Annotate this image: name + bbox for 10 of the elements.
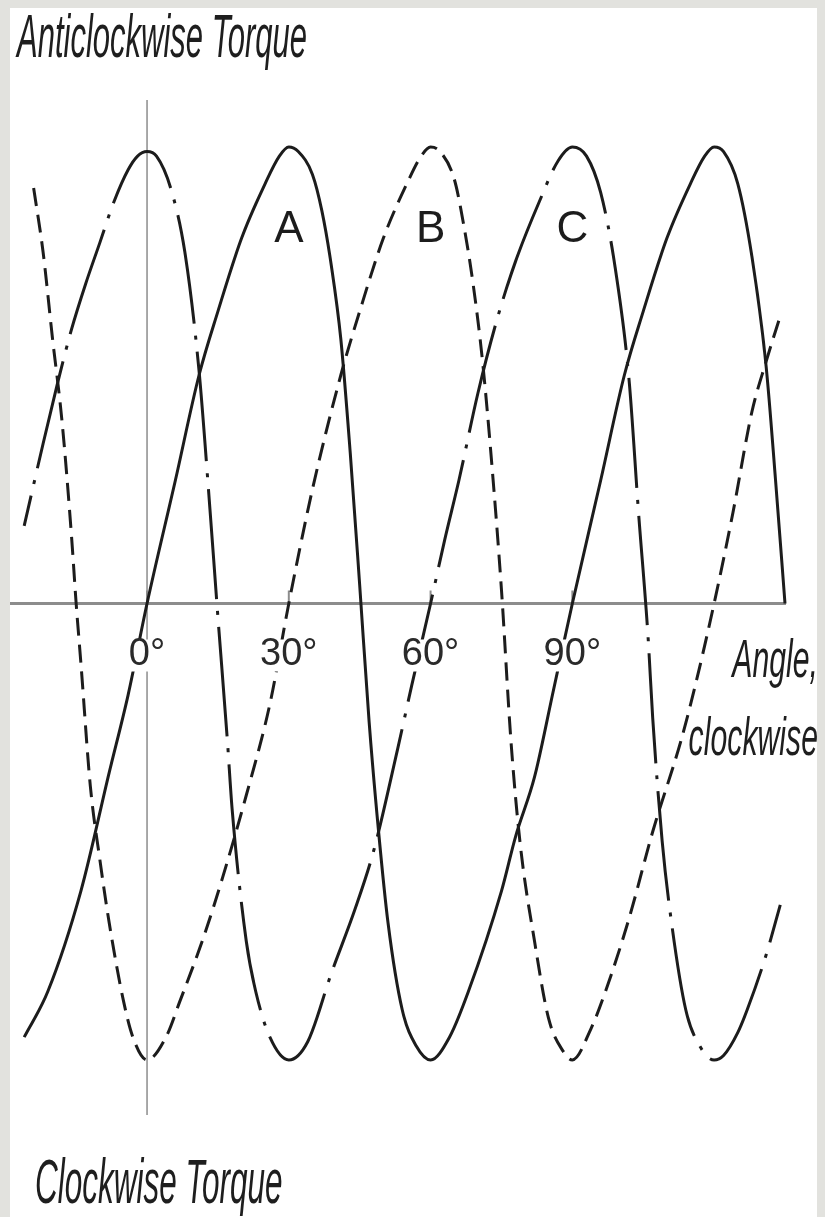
x-tick-label: 30° (260, 630, 318, 673)
series-label: A (274, 202, 305, 251)
series-label: C (556, 202, 589, 251)
x-tick-label: 60° (401, 630, 460, 673)
series-label: B (415, 202, 446, 251)
x-tick-label: 90° (543, 630, 602, 673)
x-axis-title: Angle, clockwise (687, 627, 818, 768)
x-tick-label: 0° (128, 630, 166, 673)
text: Anticlockwise Torque (17, 1, 308, 70)
text: Clockwise Torque (35, 1146, 283, 1216)
